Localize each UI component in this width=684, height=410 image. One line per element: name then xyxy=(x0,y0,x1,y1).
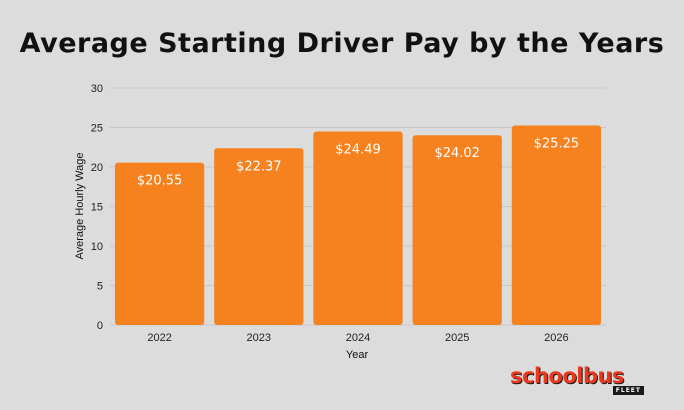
y-tick-label: 5 xyxy=(97,281,103,293)
bar-2026 xyxy=(511,125,602,326)
bar-value-label: $20.55 xyxy=(137,174,183,189)
y-tick-label: 30 xyxy=(91,83,103,95)
bar-value-label: $22.37 xyxy=(236,159,282,174)
bar-2025 xyxy=(412,135,502,325)
y-tick-label: 0 xyxy=(97,320,103,332)
y-axis-title: Average Hourly Wage xyxy=(74,153,86,260)
y-tick-label: 25 xyxy=(91,123,103,135)
y-tick-label: 15 xyxy=(91,202,103,214)
x-tick-label: 2026 xyxy=(544,332,568,344)
y-tick-label: 10 xyxy=(91,241,103,253)
x-axis-ticks: 2022 2023 2024 2025 2026 xyxy=(147,332,568,344)
bar-2024 xyxy=(313,131,403,325)
x-axis-title: Year xyxy=(346,349,369,361)
bar-2023 xyxy=(214,148,304,325)
logo-wordmark: schoolbus xyxy=(510,364,624,388)
x-tick-label: 2024 xyxy=(346,332,370,344)
logo-subtext: FLEET xyxy=(612,386,644,395)
x-tick-label: 2023 xyxy=(247,332,271,344)
bar-value-label: $24.49 xyxy=(335,143,381,158)
chart-title: Average Starting Driver Pay by the Years xyxy=(19,28,665,59)
x-tick-label: 2022 xyxy=(147,332,171,344)
schoolbus-fleet-logo: schoolbus FLEET xyxy=(510,364,644,396)
y-tick-label: 20 xyxy=(91,162,103,174)
bar-2022 xyxy=(114,162,205,325)
x-tick-label: 2025 xyxy=(445,332,469,344)
bars: $20.55 $22.37 $24.49 $24.02 $25.25 xyxy=(114,125,602,326)
bar-value-label: $24.02 xyxy=(434,146,480,161)
bar-value-label: $25.25 xyxy=(534,137,580,152)
y-axis-ticks: 0 5 10 15 20 25 30 xyxy=(91,83,103,332)
